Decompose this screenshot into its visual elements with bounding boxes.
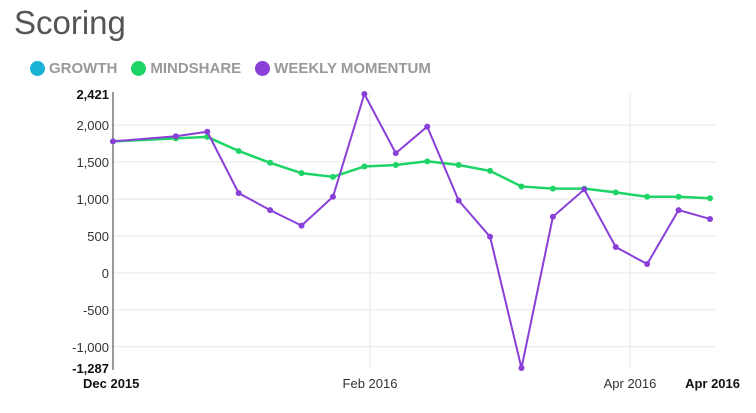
data-point[interactable] (487, 167, 494, 174)
data-point[interactable] (172, 133, 179, 140)
legend-item-growth[interactable]: GROWTH (30, 60, 117, 77)
data-point[interactable] (707, 195, 713, 202)
y-tick-label: -1,000 (72, 340, 109, 355)
data-point[interactable] (110, 138, 116, 145)
data-point[interactable] (549, 213, 556, 220)
x-tick-label: Apr 2016 (604, 376, 657, 391)
data-point[interactable] (644, 261, 651, 268)
data-point[interactable] (455, 162, 462, 169)
x-tick-label: Apr 2016 (685, 376, 740, 391)
growth-dot-icon (30, 61, 45, 76)
legend-label: GROWTH (49, 60, 118, 77)
x-tick-label: Feb 2016 (343, 376, 398, 391)
legend-item-weekly-momentum[interactable]: WEEKLY MOMENTUM (255, 60, 431, 77)
y-tick-label: -1,287 (72, 361, 109, 376)
legend: GROWTH MINDSHARE WEEKLY MOMENTUM (30, 60, 431, 77)
data-point[interactable] (518, 365, 525, 371)
data-point[interactable] (612, 244, 619, 251)
data-point[interactable] (612, 189, 619, 196)
series-weekly-momentum (110, 91, 713, 371)
legend-item-mindshare[interactable]: MINDSHARE (131, 60, 241, 77)
chart-title: Scoring (14, 4, 126, 41)
data-point[interactable] (204, 128, 211, 135)
data-point[interactable] (581, 186, 588, 193)
data-point[interactable] (455, 197, 462, 204)
data-point[interactable] (361, 163, 368, 170)
data-point[interactable] (487, 233, 494, 240)
data-point[interactable] (235, 190, 242, 197)
data-point[interactable] (267, 207, 274, 214)
series-line (112, 135, 711, 200)
data-point[interactable] (424, 158, 431, 165)
data-point[interactable] (267, 159, 274, 166)
series-line (112, 91, 711, 369)
series-mindshare (110, 133, 713, 202)
data-point[interactable] (329, 193, 336, 200)
data-point[interactable] (298, 222, 305, 229)
y-tick-label: 1,000 (76, 192, 109, 207)
data-point[interactable] (644, 193, 651, 200)
data-point[interactable] (675, 207, 682, 214)
legend-label: WEEKLY MOMENTUM (274, 60, 431, 77)
y-tick-label: 1,500 (76, 155, 109, 170)
data-point[interactable] (518, 183, 525, 190)
y-tick-label: 2,421 (76, 87, 109, 102)
data-point[interactable] (329, 173, 336, 180)
mindshare-dot-icon (131, 61, 147, 76)
weekly-momentum-dot-icon (255, 61, 271, 76)
y-tick-label: 2,000 (76, 118, 109, 133)
data-point[interactable] (298, 170, 305, 177)
legend-label: MINDSHARE (150, 60, 242, 77)
data-point[interactable] (392, 162, 399, 169)
data-point[interactable] (392, 150, 399, 157)
y-tick-label: -500 (83, 303, 109, 318)
data-point[interactable] (235, 147, 242, 154)
data-point[interactable] (707, 215, 713, 222)
data-point[interactable] (361, 91, 368, 97)
data-point[interactable] (549, 185, 556, 192)
y-tick-label: 0 (102, 266, 109, 281)
data-point[interactable] (424, 123, 431, 130)
y-tick-label: 500 (87, 229, 109, 244)
data-point[interactable] (675, 193, 682, 200)
x-tick-label: Dec 2015 (83, 376, 139, 391)
